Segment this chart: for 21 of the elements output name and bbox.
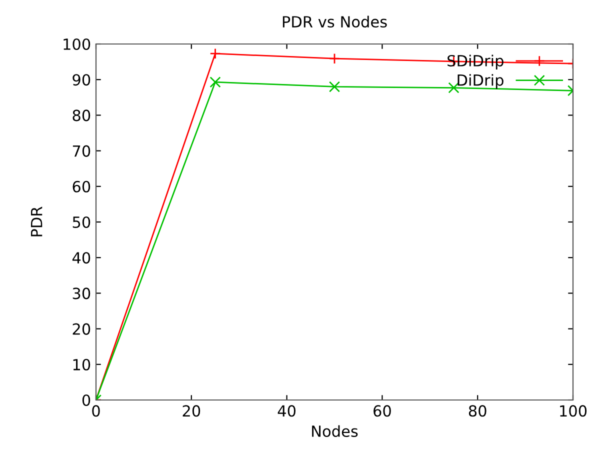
y-tick-label: 50 [72, 216, 90, 228]
x-tick-label: 20 [182, 405, 200, 417]
chart-title: PDR vs Nodes [282, 16, 387, 28]
y-tick-label: 70 [72, 145, 90, 157]
y-tick-label: 30 [72, 288, 90, 300]
y-tick-label: 40 [72, 252, 90, 264]
x-axis-title: Nodes [312, 425, 358, 438]
y-tick-label: 60 [72, 180, 90, 192]
y-tick-label: 10 [73, 358, 90, 370]
legend-label: DiDrip [458, 74, 504, 89]
y-axis-title: PDR [30, 206, 42, 236]
x-tick-label: 80 [468, 405, 486, 417]
x-tick-label: 100 [560, 405, 587, 417]
y-tick-label: 0 [82, 394, 90, 406]
x-tick-label: 40 [278, 405, 296, 417]
y-tick-label: 100 [64, 38, 90, 50]
y-tick-label: 80 [72, 110, 90, 122]
x-tick-label: 0 [92, 405, 100, 417]
x-tick-label: 60 [374, 405, 391, 417]
y-tick-label: 90 [72, 74, 90, 86]
y-tick-label: 20 [72, 323, 90, 335]
